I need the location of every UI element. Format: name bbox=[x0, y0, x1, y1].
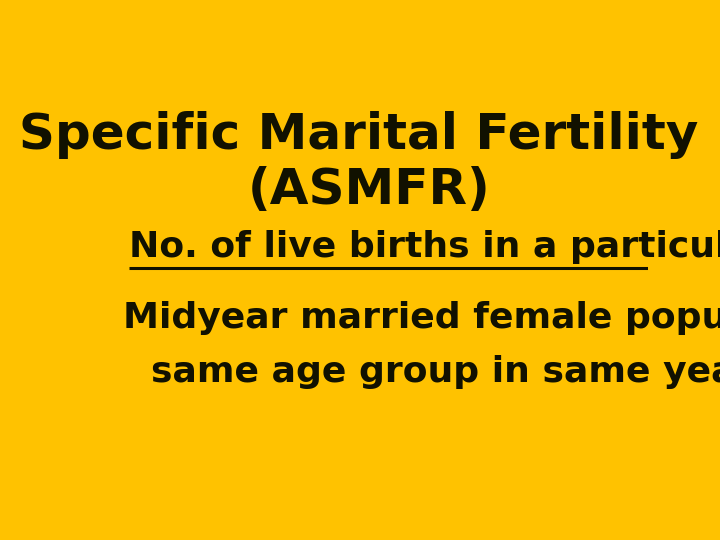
Text: Age Specific Marital Fertility Rate: Age Specific Marital Fertility Rate bbox=[0, 111, 720, 159]
Text: No. of live births in a particular age group: No. of live births in a particular age g… bbox=[129, 231, 720, 265]
Text: Midyear married female population of the: Midyear married female population of the bbox=[124, 301, 720, 335]
Text: (ASMFR): (ASMFR) bbox=[248, 166, 490, 213]
Text: same age group in same year: same age group in same year bbox=[151, 355, 720, 389]
